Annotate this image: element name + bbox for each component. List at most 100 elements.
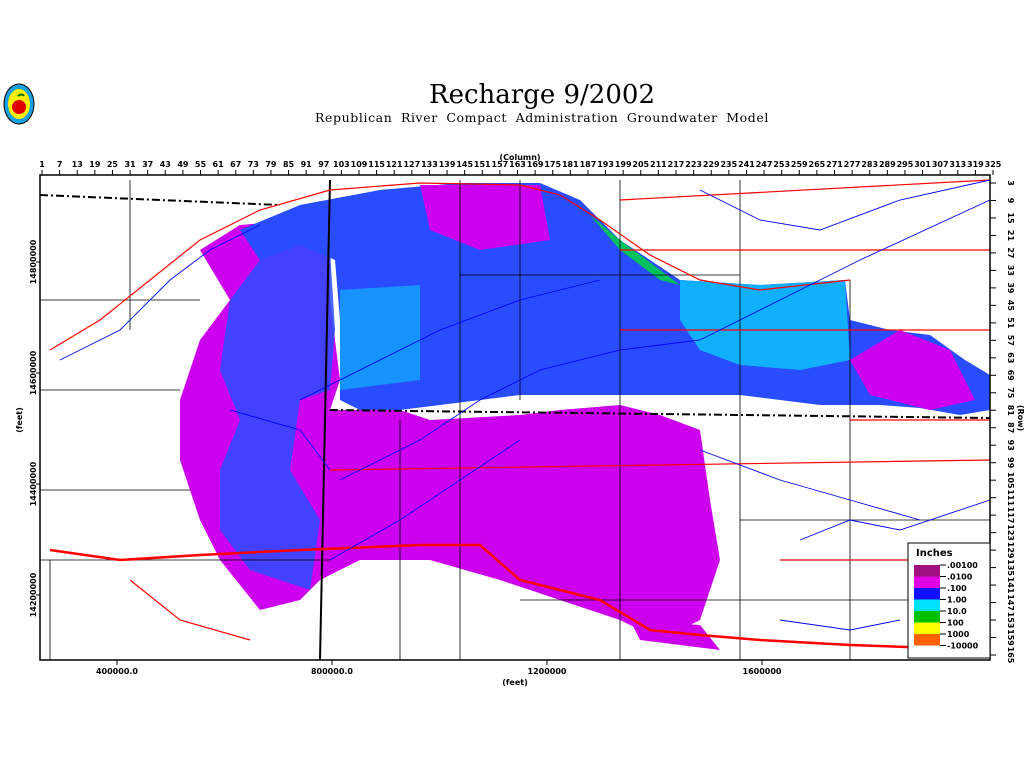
column-tick-label: 79 (265, 160, 277, 169)
column-tick-label: 169 (527, 160, 544, 169)
legend-color-swatch (914, 576, 940, 588)
column-tick-label: 37 (142, 160, 153, 169)
column-tick-label: 187 (580, 160, 597, 169)
column-tick-label: 259 (791, 160, 808, 169)
row-tick-label: 141 (1006, 577, 1015, 594)
axis-label-column: (Column) (499, 153, 540, 162)
northing-tick-label: 14800000 (29, 239, 38, 284)
legend-label: 1.00 (947, 596, 967, 605)
row-tick-label: 45 (1006, 300, 1015, 312)
column-tick-label: 91 (301, 160, 313, 169)
legend-color-swatch (914, 599, 940, 611)
easting-tick-label: 400000.0 (96, 667, 138, 676)
legend-color-swatch (914, 622, 940, 634)
row-tick-label: 129 (1006, 542, 1015, 559)
column-tick-label: 229 (703, 160, 720, 169)
column-tick-label: 7 (57, 160, 63, 169)
column-tick-label: 127 (403, 160, 420, 169)
row-tick-label: 99 (1006, 457, 1015, 469)
row-tick-label: 69 (1006, 370, 1015, 382)
state-boundaries (39, 179, 991, 661)
row-tick-label: 111 (1006, 489, 1015, 506)
column-tick-label: 313 (949, 160, 966, 169)
easting-tick-label: 1600000 (743, 667, 782, 676)
column-tick-label: 295 (897, 160, 914, 169)
legend-title: Inches (916, 548, 953, 559)
easting-tick-label: 800000.0 (311, 667, 353, 676)
row-tick-label: 123 (1006, 524, 1015, 541)
northing-tick-label: 14400000 (29, 461, 38, 506)
column-tick-label: 283 (861, 160, 878, 169)
easting-tick-label: 1200000 (528, 667, 567, 676)
roads (49, 179, 991, 652)
column-tick-label: 109 (351, 160, 368, 169)
recharge-zone-blue-west (220, 240, 335, 590)
column-tick-label: 307 (932, 160, 949, 169)
row-tick-label: 159 (1006, 629, 1015, 646)
row-tick-label: 15 (1006, 212, 1015, 224)
row-tick-label: 81 (1006, 405, 1015, 417)
column-tick-label: 289 (879, 160, 896, 169)
column-tick-label: 253 (773, 160, 790, 169)
column-tick-label: 49 (177, 160, 189, 169)
legend-color-swatch (914, 565, 940, 577)
row-tick-label: 39 (1006, 282, 1015, 294)
legend-color-swatch (914, 634, 940, 646)
legend-label: 1000 (947, 630, 970, 639)
column-tick-label: 1 (39, 160, 45, 169)
recharge-zone-magenta-east (850, 330, 975, 410)
axis-label-left-feet: (feet) (15, 407, 24, 432)
column-tick-label: 13 (72, 160, 83, 169)
column-tick-label: 67 (230, 160, 241, 169)
column-tick-label: 73 (248, 160, 259, 169)
column-tick-label: 43 (160, 160, 171, 169)
column-tick-label: 211 (650, 160, 667, 169)
column-tick-label: 247 (756, 160, 773, 169)
row-tick-label: 75 (1006, 387, 1015, 399)
column-tick-label: 271 (826, 160, 843, 169)
column-tick-label: 139 (439, 160, 456, 169)
column-tick-label: 265 (809, 160, 826, 169)
legend-label: 10.0 (947, 607, 967, 616)
column-tick-label: 25 (107, 160, 119, 169)
column-tick-label: 55 (195, 160, 207, 169)
column-tick-label: 19 (89, 160, 101, 169)
map-subtitle: Republican River Compact Administration … (315, 110, 769, 125)
row-tick-label: 21 (1006, 230, 1015, 242)
row-tick-label: 147 (1006, 594, 1015, 611)
legend-label: .0100 (947, 573, 973, 582)
recharge-zone-magenta-north (420, 185, 550, 250)
legend-color-swatch (914, 611, 940, 623)
column-tick-label: 325 (985, 160, 1002, 169)
northing-tick-label: 14200000 (29, 572, 38, 617)
column-tick-label: 241 (738, 160, 755, 169)
row-tick-label: 33 (1006, 265, 1015, 276)
column-tick-label: 163 (509, 160, 526, 169)
column-tick-label: 133 (421, 160, 438, 169)
column-tick-label: 319 (967, 160, 984, 169)
map-title: Recharge 9/2002 (429, 80, 655, 110)
axis-label-bottom-feet: (feet) (502, 678, 527, 687)
row-tick-label: 105 (1006, 472, 1015, 489)
row-tick-label: 117 (1006, 507, 1015, 524)
column-tick-label: 181 (562, 160, 579, 169)
column-tick-label: 85 (283, 160, 295, 169)
row-tick-label: 3 (1006, 180, 1015, 186)
row-tick-label: 51 (1006, 317, 1015, 329)
column-tick-label: 193 (597, 160, 614, 169)
column-tick-label: 223 (685, 160, 702, 169)
column-tick-label: 199 (615, 160, 632, 169)
legend-label: .00100 (947, 561, 978, 570)
recharge-zone-magenta-3 (180, 400, 220, 470)
rivers (59, 179, 991, 631)
column-tick-label: 61 (213, 160, 225, 169)
recharge-zone-cyan-2 (340, 285, 420, 390)
column-tick-label: 115 (368, 160, 385, 169)
column-tick-label: 121 (386, 160, 403, 169)
legend: Inches .00100 .0100 .100 1.00 10.0 100 1000 -10… (907, 542, 991, 659)
legend-label: .100 (947, 584, 967, 593)
legend-color-swatch (914, 588, 940, 600)
legend-label: -10000 (947, 642, 979, 651)
column-tick-label: 157 (492, 160, 509, 169)
